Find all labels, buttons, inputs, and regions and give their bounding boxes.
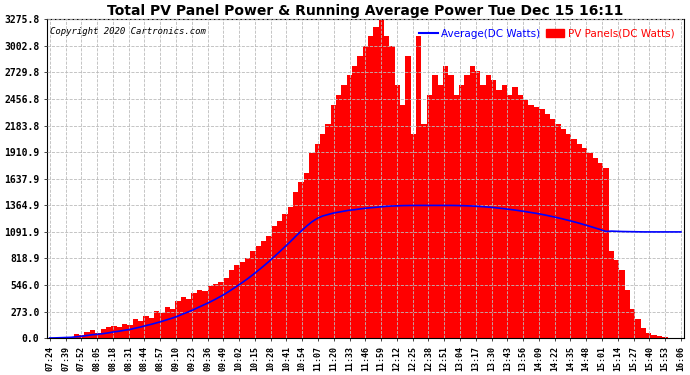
Text: Copyright 2020 Cartronics.com: Copyright 2020 Cartronics.com [50, 27, 206, 36]
Title: Total PV Panel Power & Running Average Power Tue Dec 15 16:11: Total PV Panel Power & Running Average P… [107, 4, 624, 18]
Legend: Average(DC Watts), PV Panels(DC Watts): Average(DC Watts), PV Panels(DC Watts) [415, 24, 678, 43]
